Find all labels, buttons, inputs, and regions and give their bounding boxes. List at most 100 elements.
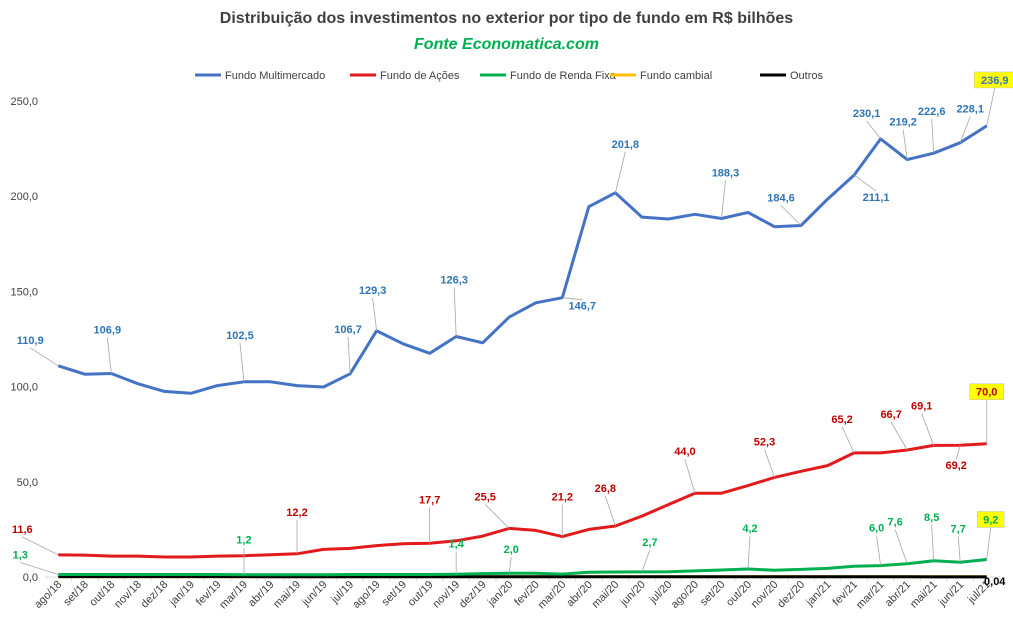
- data-label: 69,1: [911, 400, 932, 412]
- data-label: 228,1: [956, 104, 984, 116]
- leader-line: [931, 524, 935, 561]
- data-label: 9,2: [983, 514, 998, 526]
- data-label: 222,6: [918, 106, 946, 118]
- data-label: 70,0: [976, 387, 997, 399]
- data-label: 7,6: [888, 517, 903, 529]
- x-tick-label: mar/19: [217, 579, 250, 612]
- chart-subtitle: Fonte Economatica.com: [414, 36, 599, 53]
- leader-line: [959, 116, 971, 143]
- x-tick-label: ago/19: [350, 579, 382, 611]
- x-tick-label: jun/21: [936, 579, 966, 609]
- data-label: 146,7: [569, 301, 597, 313]
- data-label: 184,6: [767, 193, 795, 205]
- data-label: 102,5: [226, 330, 254, 342]
- data-label: 11,6: [12, 524, 33, 536]
- x-tick-label: jan/20: [485, 579, 515, 609]
- data-label: 8,5: [924, 512, 939, 524]
- data-label: 1,3: [13, 550, 28, 562]
- leader-line: [604, 495, 616, 527]
- data-label: 1,2: [236, 535, 251, 547]
- leader-line: [239, 342, 245, 382]
- x-tick-label: set/18: [61, 579, 91, 609]
- x-tick-label: out/20: [724, 579, 754, 609]
- leader-line: [986, 527, 992, 560]
- x-tick-label: nov/20: [749, 579, 781, 611]
- legend: Fundo Multimercado Fundo de Ações Fundo de…: [195, 70, 824, 82]
- x-tick-label: dez/20: [775, 579, 807, 611]
- x-tick-label: out/19: [406, 579, 436, 609]
- series-line: [58, 558, 987, 577]
- leader-line: [562, 297, 583, 301]
- leader-line: [22, 536, 59, 556]
- y-tick-label: 0,0: [23, 572, 38, 584]
- leader-line: [372, 297, 377, 331]
- leader-line: [957, 536, 961, 563]
- data-label: 66,7: [880, 409, 901, 421]
- x-tick-label: set/19: [380, 579, 410, 609]
- x-tick-label: mar/20: [536, 579, 569, 612]
- leader-line: [853, 174, 877, 192]
- leader-line: [106, 337, 112, 374]
- x-tick-label: mai/19: [271, 579, 303, 611]
- data-label: 188,3: [712, 167, 740, 179]
- x-tick-label: jan/21: [803, 579, 833, 609]
- legend-label: Fundo de Ações: [380, 70, 460, 82]
- leader-line: [614, 151, 626, 193]
- leader-line: [764, 449, 775, 478]
- data-label: 2,7: [642, 537, 657, 549]
- data-label: 65,2: [831, 414, 852, 426]
- leader-line: [876, 535, 882, 566]
- x-tick-label: abr/20: [564, 579, 595, 610]
- leader-line: [641, 549, 651, 572]
- data-label: 1,4: [449, 538, 465, 550]
- leader-line: [347, 336, 351, 374]
- data-label: 126,3: [440, 275, 468, 287]
- data-label: 110,9: [17, 335, 44, 347]
- legend-label: Fundo Multimercado: [225, 70, 325, 82]
- data-label: 211,1: [863, 192, 890, 204]
- x-tick-label: mai/20: [590, 579, 622, 611]
- x-tick-label: jan/19: [167, 579, 197, 609]
- legend-label: Outros: [790, 70, 824, 82]
- data-label: 0,04: [984, 576, 1006, 588]
- y-tick-label: 50,0: [17, 477, 38, 489]
- leader-line: [890, 421, 908, 451]
- data-label: 106,9: [94, 324, 122, 336]
- y-tick-label: 250,0: [10, 96, 38, 108]
- y-tick-label: 150,0: [10, 286, 38, 298]
- legend-label: Fundo de Renda Fixa: [510, 70, 617, 82]
- chart-title: Distribuição dos investimentos no exteri…: [219, 10, 794, 27]
- leader-line: [841, 426, 855, 454]
- x-tick-label: ago/20: [669, 579, 701, 611]
- leader-line: [866, 120, 881, 140]
- data-label: 25,5: [475, 491, 496, 503]
- data-label: 69,2: [945, 460, 966, 472]
- data-label: 4,2: [742, 523, 757, 535]
- leader-line: [684, 459, 696, 494]
- x-tick-label: nov/18: [112, 579, 144, 611]
- highlight-box: [969, 383, 1004, 400]
- data-label: 106,7: [334, 324, 362, 336]
- leader-line: [780, 205, 802, 226]
- leader-line: [20, 562, 59, 575]
- x-tick-label: out/18: [87, 579, 117, 609]
- data-label: 230,1: [853, 108, 881, 120]
- y-tick-label: 100,0: [10, 382, 38, 394]
- x-tick-label: dez/19: [457, 579, 489, 611]
- data-label: 7,7: [951, 523, 966, 535]
- leader-line: [453, 287, 457, 337]
- data-label: 219,2: [889, 117, 917, 129]
- data-label: 2,0: [504, 544, 519, 556]
- x-tick-label: nov/19: [430, 579, 462, 611]
- x-tick-label: mai/21: [908, 579, 940, 611]
- x-tick-label: abr/19: [246, 579, 277, 610]
- leader-line: [894, 529, 908, 564]
- highlight-box: [976, 511, 1005, 528]
- data-labels: 110,9 106,9 102,5 106,7 129,3 126,3 146,7 201,8…: [17, 71, 1013, 382]
- data-label: 129,3: [359, 285, 387, 297]
- data-label: 26,8: [595, 483, 616, 495]
- x-tick-label: jun/19: [299, 579, 329, 609]
- legend-label: Fundo cambial: [640, 70, 712, 82]
